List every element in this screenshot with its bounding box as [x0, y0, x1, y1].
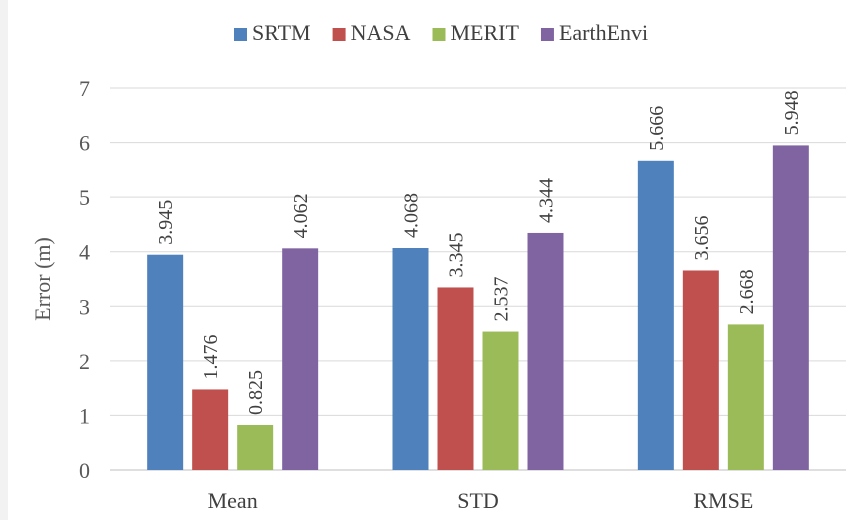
data-label: 0.825	[245, 370, 267, 415]
bar-earthenvi-rmse	[772, 145, 809, 470]
legend-item-merit: MERIT	[432, 20, 520, 45]
data-label: 5.666	[646, 106, 668, 151]
legend-label: NASA	[351, 20, 411, 45]
bar-srtm-rmse	[637, 160, 674, 470]
bar-merit-mean	[237, 424, 274, 470]
legend-swatch	[432, 28, 446, 41]
legend-item-srtm: SRTM	[234, 20, 311, 45]
chart-card: 0 1 2 3 4 5 6 7 Error (m) 3.945 1.476 0.825 4.062 4…	[8, 0, 862, 520]
y-tick-label: 6	[79, 131, 90, 156]
data-label: 4.344	[536, 178, 558, 223]
y-tick-label: 4	[79, 240, 90, 265]
data-labels: 3.945 1.476 0.825 4.062 4.068 3.345 2.537 4.344…	[155, 90, 803, 415]
data-label: 4.068	[401, 193, 423, 238]
legend-item-earthenvi: EarthEnvi	[540, 20, 648, 45]
y-tick-label: 3	[79, 294, 90, 319]
legend-swatch	[540, 28, 554, 41]
bars	[147, 145, 809, 470]
y-axis-ticks: 0 1 2 3 4 5 6 7	[79, 76, 90, 483]
data-label: 1.476	[200, 334, 222, 379]
x-category-label: Mean	[208, 488, 258, 513]
gridlines	[110, 87, 846, 471]
data-label: 3.945	[155, 200, 177, 245]
x-category-label: STD	[457, 488, 499, 513]
data-label: 2.668	[736, 269, 758, 314]
bar-nasa-rmse	[682, 270, 719, 470]
legend-swatch	[332, 28, 346, 41]
x-axis-categories: Mean STD RMSE	[208, 488, 754, 513]
y-tick-label: 2	[79, 349, 90, 374]
bar-srtm-std	[392, 248, 429, 470]
bar-chart: 0 1 2 3 4 5 6 7 Error (m) 3.945 1.476 0.825 4.062 4…	[30, 20, 846, 513]
legend: SRTM NASA MERIT EarthEnvi	[234, 20, 648, 45]
bar-merit-std	[482, 331, 519, 470]
legend-label: EarthEnvi	[559, 20, 648, 45]
bar-nasa-std	[437, 287, 474, 470]
bar-earthenvi-std	[527, 232, 564, 470]
data-label: 5.948	[781, 90, 803, 135]
legend-label: SRTM	[252, 20, 311, 45]
data-label: 3.345	[446, 232, 468, 277]
bar-earthenvi-mean	[282, 248, 319, 470]
legend-swatch	[234, 28, 247, 41]
x-category-label: RMSE	[693, 488, 753, 513]
data-label: 2.537	[491, 277, 513, 322]
data-label: 4.062	[290, 193, 312, 238]
legend-item-nasa: NASA	[332, 20, 411, 45]
y-tick-label: 5	[79, 185, 90, 210]
y-tick-label: 7	[79, 76, 90, 101]
bar-merit-rmse	[727, 324, 764, 470]
y-tick-label: 0	[79, 458, 90, 483]
bar-srtm-mean	[147, 254, 184, 470]
legend-label: MERIT	[451, 20, 520, 45]
bar-nasa-mean	[192, 389, 229, 470]
data-label: 3.656	[691, 215, 713, 260]
y-tick-label: 1	[79, 403, 90, 428]
y-axis-title: Error (m)	[30, 237, 55, 321]
